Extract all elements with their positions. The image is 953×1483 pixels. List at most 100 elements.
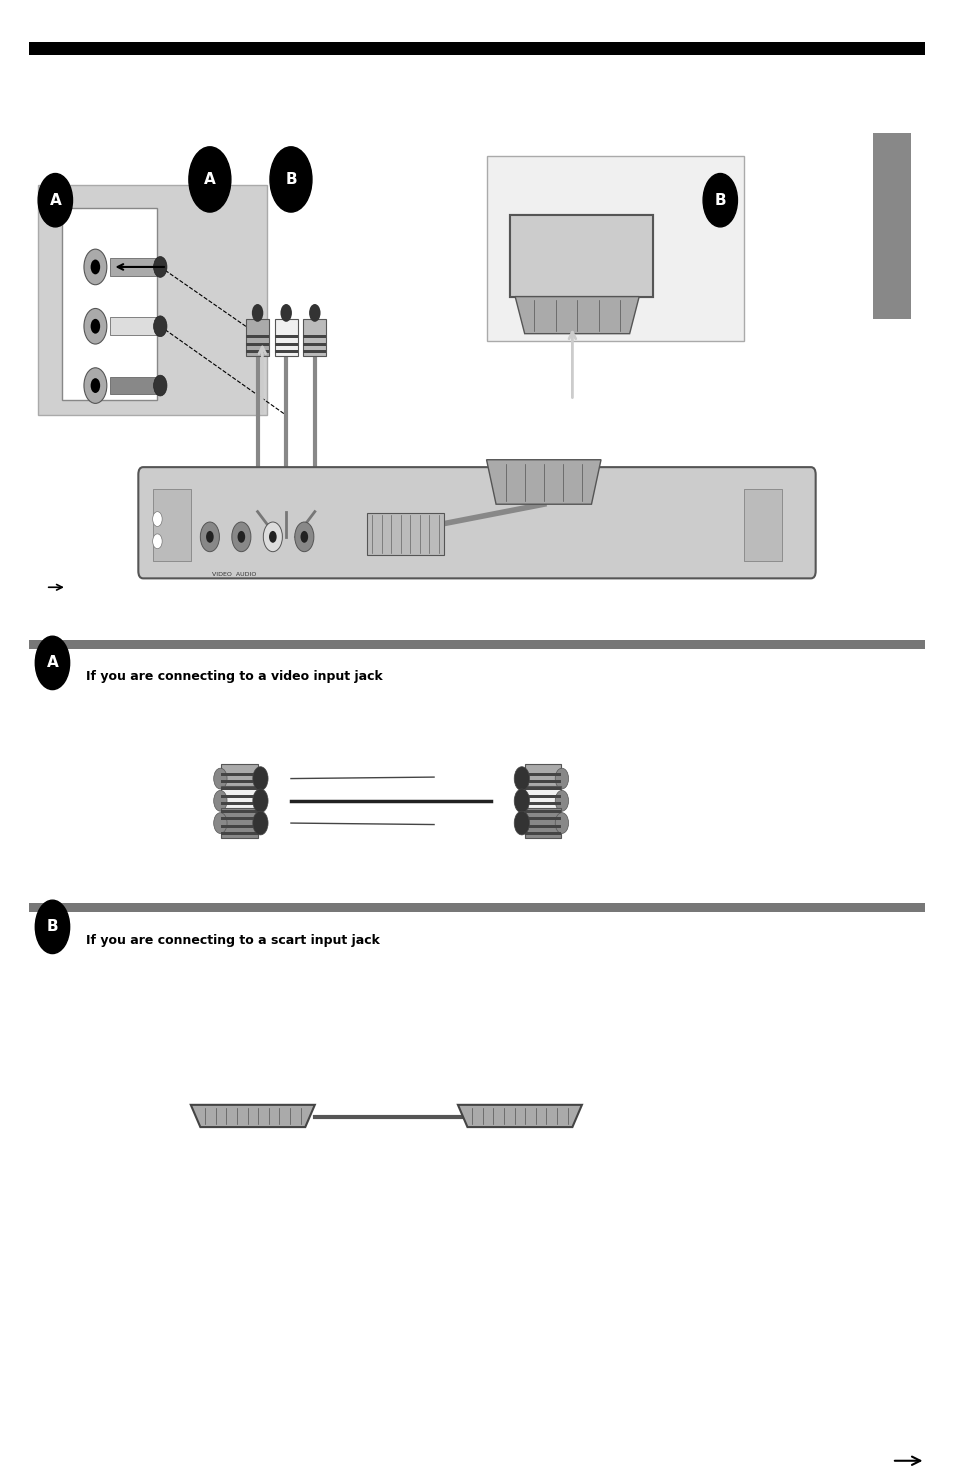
Circle shape: [270, 147, 312, 212]
Bar: [524, 795, 560, 798]
Circle shape: [555, 790, 568, 811]
Circle shape: [200, 522, 219, 552]
Bar: [38, 185, 267, 415]
Text: A: A: [50, 193, 61, 208]
Bar: [221, 795, 257, 798]
Circle shape: [702, 174, 737, 227]
Bar: [743, 489, 781, 561]
Bar: [246, 343, 269, 346]
Circle shape: [206, 531, 213, 543]
Circle shape: [252, 304, 263, 322]
FancyBboxPatch shape: [138, 467, 815, 578]
Circle shape: [514, 789, 529, 813]
Bar: [524, 786, 560, 816]
Text: B: B: [714, 193, 725, 208]
Bar: [246, 335, 269, 338]
Circle shape: [237, 531, 245, 543]
Circle shape: [213, 768, 227, 789]
Bar: [29, 641, 924, 650]
Text: VIDEO  AUDIO: VIDEO AUDIO: [212, 572, 255, 577]
Bar: [274, 335, 297, 338]
Bar: [274, 350, 297, 353]
Circle shape: [213, 790, 227, 811]
Circle shape: [514, 767, 529, 790]
Bar: [221, 764, 257, 793]
Bar: [110, 377, 157, 394]
Bar: [524, 787, 560, 790]
Polygon shape: [457, 1105, 581, 1127]
Bar: [524, 802, 560, 805]
Text: A: A: [204, 172, 215, 187]
Bar: [221, 817, 257, 820]
Circle shape: [294, 522, 314, 552]
Bar: [524, 810, 560, 813]
Bar: [221, 810, 257, 813]
Circle shape: [253, 811, 268, 835]
Bar: [524, 832, 560, 835]
Circle shape: [84, 368, 107, 403]
Bar: [524, 825, 560, 828]
Bar: [367, 513, 443, 555]
Bar: [110, 317, 157, 335]
Circle shape: [38, 174, 72, 227]
Bar: [872, 133, 910, 319]
Bar: [246, 350, 269, 353]
Bar: [524, 773, 560, 776]
Bar: [221, 773, 257, 776]
Circle shape: [189, 147, 231, 212]
Circle shape: [555, 768, 568, 789]
Bar: [510, 215, 653, 297]
Bar: [274, 319, 297, 356]
Bar: [524, 764, 560, 793]
Bar: [152, 489, 191, 561]
Circle shape: [232, 522, 251, 552]
Bar: [221, 780, 257, 783]
Polygon shape: [515, 297, 639, 334]
Polygon shape: [191, 1105, 314, 1127]
Bar: [524, 780, 560, 783]
Bar: [274, 343, 297, 346]
Circle shape: [91, 260, 100, 274]
Text: If you are connecting to a scart input jack: If you are connecting to a scart input j…: [86, 934, 379, 948]
Bar: [221, 802, 257, 805]
Text: If you are connecting to a video input jack: If you are connecting to a video input j…: [86, 670, 382, 684]
Circle shape: [35, 900, 70, 954]
Text: B: B: [47, 919, 58, 934]
Circle shape: [280, 304, 292, 322]
Circle shape: [153, 375, 167, 396]
Circle shape: [514, 811, 529, 835]
Bar: [221, 808, 257, 838]
Circle shape: [555, 813, 568, 833]
Circle shape: [153, 316, 167, 337]
Bar: [303, 335, 326, 338]
Circle shape: [91, 378, 100, 393]
Circle shape: [269, 531, 276, 543]
Bar: [524, 808, 560, 838]
Circle shape: [152, 534, 162, 549]
Bar: [221, 825, 257, 828]
Bar: [246, 319, 269, 356]
Circle shape: [263, 522, 282, 552]
Circle shape: [91, 319, 100, 334]
Bar: [303, 350, 326, 353]
Circle shape: [35, 636, 70, 690]
Circle shape: [213, 813, 227, 833]
Circle shape: [253, 789, 268, 813]
Bar: [221, 786, 257, 816]
Bar: [62, 208, 157, 400]
Polygon shape: [510, 215, 653, 297]
Bar: [221, 832, 257, 835]
Bar: [29, 42, 924, 55]
Bar: [524, 817, 560, 820]
Circle shape: [84, 308, 107, 344]
Circle shape: [84, 249, 107, 285]
Bar: [303, 319, 326, 356]
Text: B: B: [285, 172, 296, 187]
Polygon shape: [486, 460, 600, 504]
Bar: [29, 903, 924, 912]
Circle shape: [152, 512, 162, 526]
Circle shape: [309, 304, 320, 322]
Bar: [110, 258, 157, 276]
Circle shape: [153, 257, 167, 277]
Circle shape: [253, 767, 268, 790]
